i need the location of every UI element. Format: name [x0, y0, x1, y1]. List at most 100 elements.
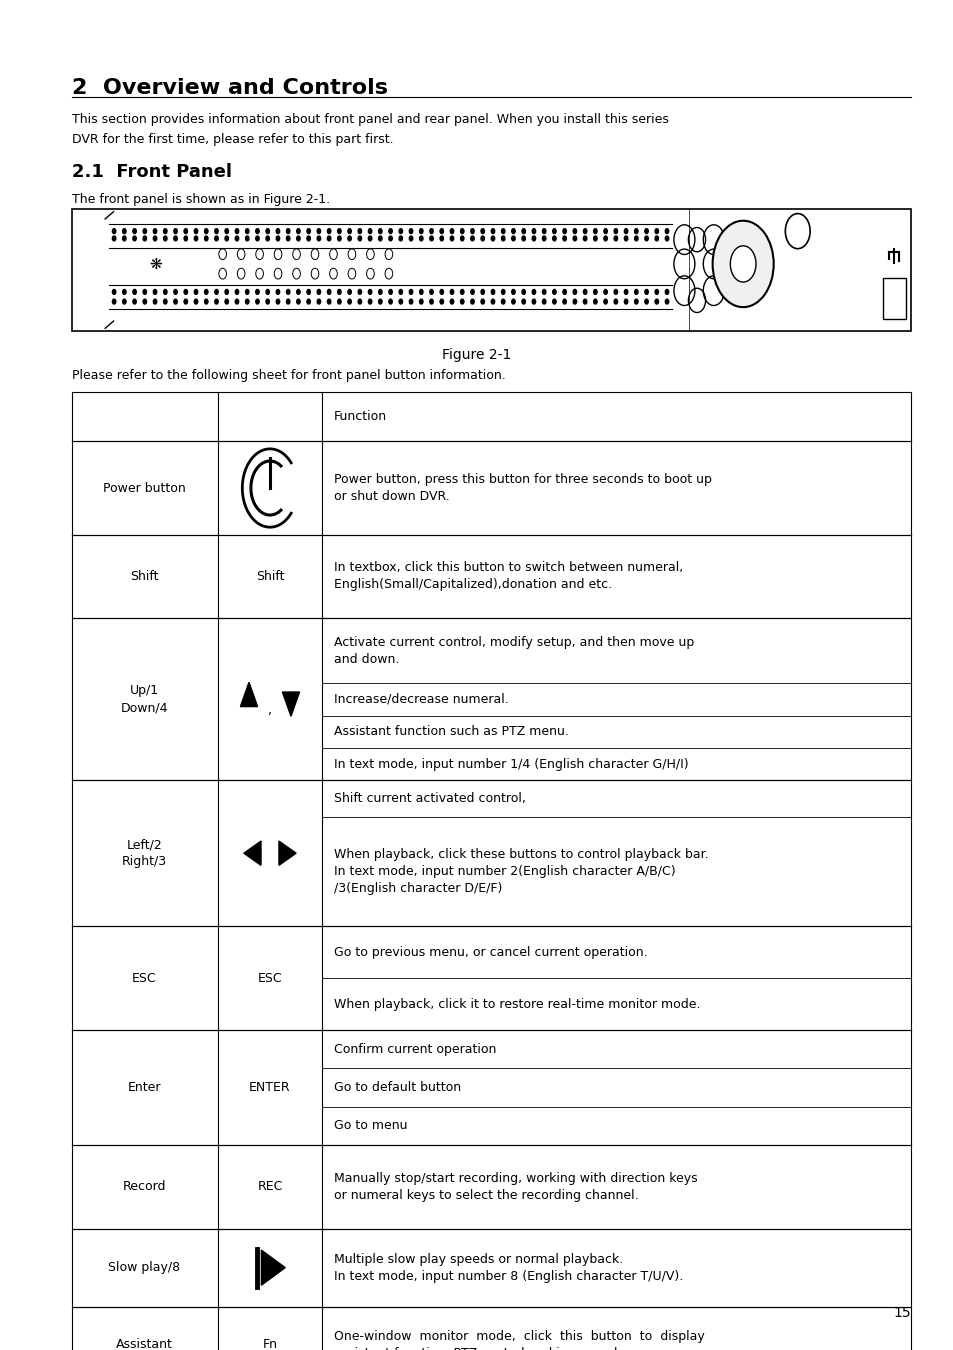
Text: REC: REC	[257, 1180, 282, 1193]
Text: Record: Record	[123, 1180, 166, 1193]
Text: In text mode, input number 1/4 (English character G/H/I): In text mode, input number 1/4 (English …	[334, 757, 688, 771]
Circle shape	[378, 289, 381, 294]
Circle shape	[214, 289, 218, 294]
Circle shape	[204, 236, 208, 240]
Circle shape	[603, 228, 607, 234]
Circle shape	[235, 289, 238, 294]
Circle shape	[327, 236, 331, 240]
Circle shape	[491, 228, 495, 234]
Circle shape	[235, 300, 238, 304]
Circle shape	[655, 289, 658, 294]
Circle shape	[419, 300, 422, 304]
Circle shape	[460, 228, 463, 234]
Circle shape	[511, 300, 515, 304]
Circle shape	[153, 289, 156, 294]
Circle shape	[194, 228, 197, 234]
Circle shape	[255, 300, 259, 304]
Circle shape	[501, 289, 504, 294]
Circle shape	[409, 300, 413, 304]
Circle shape	[153, 236, 156, 240]
Circle shape	[276, 236, 279, 240]
Circle shape	[664, 289, 668, 294]
Circle shape	[480, 300, 484, 304]
Text: Go to default button: Go to default button	[334, 1081, 460, 1094]
Circle shape	[357, 289, 361, 294]
Text: Shift: Shift	[255, 570, 284, 583]
Circle shape	[398, 289, 402, 294]
Circle shape	[112, 236, 115, 240]
Circle shape	[235, 228, 238, 234]
Circle shape	[286, 289, 290, 294]
Circle shape	[286, 236, 290, 240]
Circle shape	[593, 300, 597, 304]
Circle shape	[552, 228, 556, 234]
Circle shape	[430, 289, 433, 294]
Circle shape	[225, 300, 228, 304]
Circle shape	[378, 236, 381, 240]
Circle shape	[593, 289, 597, 294]
Circle shape	[460, 236, 463, 240]
Circle shape	[450, 289, 454, 294]
Circle shape	[204, 300, 208, 304]
Circle shape	[316, 300, 320, 304]
Circle shape	[348, 300, 351, 304]
Circle shape	[389, 300, 392, 304]
Text: Please refer to the following sheet for front panel button information.: Please refer to the following sheet for …	[71, 369, 505, 382]
Circle shape	[337, 236, 341, 240]
Circle shape	[132, 228, 136, 234]
Circle shape	[623, 236, 627, 240]
Circle shape	[542, 236, 545, 240]
Circle shape	[501, 236, 504, 240]
Circle shape	[143, 300, 147, 304]
Circle shape	[163, 300, 167, 304]
Circle shape	[184, 228, 188, 234]
Circle shape	[511, 228, 515, 234]
Text: Up/1
Down/4: Up/1 Down/4	[121, 684, 168, 714]
Circle shape	[368, 236, 372, 240]
Circle shape	[430, 300, 433, 304]
Circle shape	[562, 236, 566, 240]
Circle shape	[112, 289, 115, 294]
Circle shape	[255, 236, 259, 240]
Circle shape	[655, 300, 658, 304]
Text: Function: Function	[334, 410, 387, 423]
Text: Enter: Enter	[128, 1081, 161, 1094]
Circle shape	[337, 289, 341, 294]
Text: Fn: Fn	[262, 1338, 277, 1350]
Circle shape	[634, 236, 638, 240]
Text: 2.1  Front Panel: 2.1 Front Panel	[71, 163, 232, 181]
Circle shape	[439, 300, 443, 304]
Circle shape	[235, 236, 238, 240]
Circle shape	[450, 236, 454, 240]
Circle shape	[348, 236, 351, 240]
Circle shape	[143, 228, 147, 234]
Circle shape	[296, 228, 300, 234]
Circle shape	[562, 289, 566, 294]
Circle shape	[480, 236, 484, 240]
Text: Slow play/8: Slow play/8	[109, 1261, 180, 1274]
Circle shape	[532, 236, 535, 240]
Circle shape	[123, 228, 126, 234]
Circle shape	[552, 300, 556, 304]
Circle shape	[623, 289, 627, 294]
Circle shape	[276, 228, 279, 234]
Circle shape	[521, 236, 525, 240]
Circle shape	[112, 300, 115, 304]
Circle shape	[398, 300, 402, 304]
Circle shape	[542, 228, 545, 234]
Circle shape	[163, 236, 167, 240]
Circle shape	[296, 236, 300, 240]
Bar	[882, 278, 905, 319]
Circle shape	[194, 236, 197, 240]
Circle shape	[123, 236, 126, 240]
Polygon shape	[278, 841, 295, 865]
Circle shape	[123, 289, 126, 294]
Circle shape	[123, 300, 126, 304]
Circle shape	[542, 300, 545, 304]
Circle shape	[573, 236, 576, 240]
Circle shape	[419, 289, 422, 294]
Circle shape	[583, 300, 586, 304]
Circle shape	[245, 236, 249, 240]
Circle shape	[439, 228, 443, 234]
Circle shape	[634, 228, 638, 234]
